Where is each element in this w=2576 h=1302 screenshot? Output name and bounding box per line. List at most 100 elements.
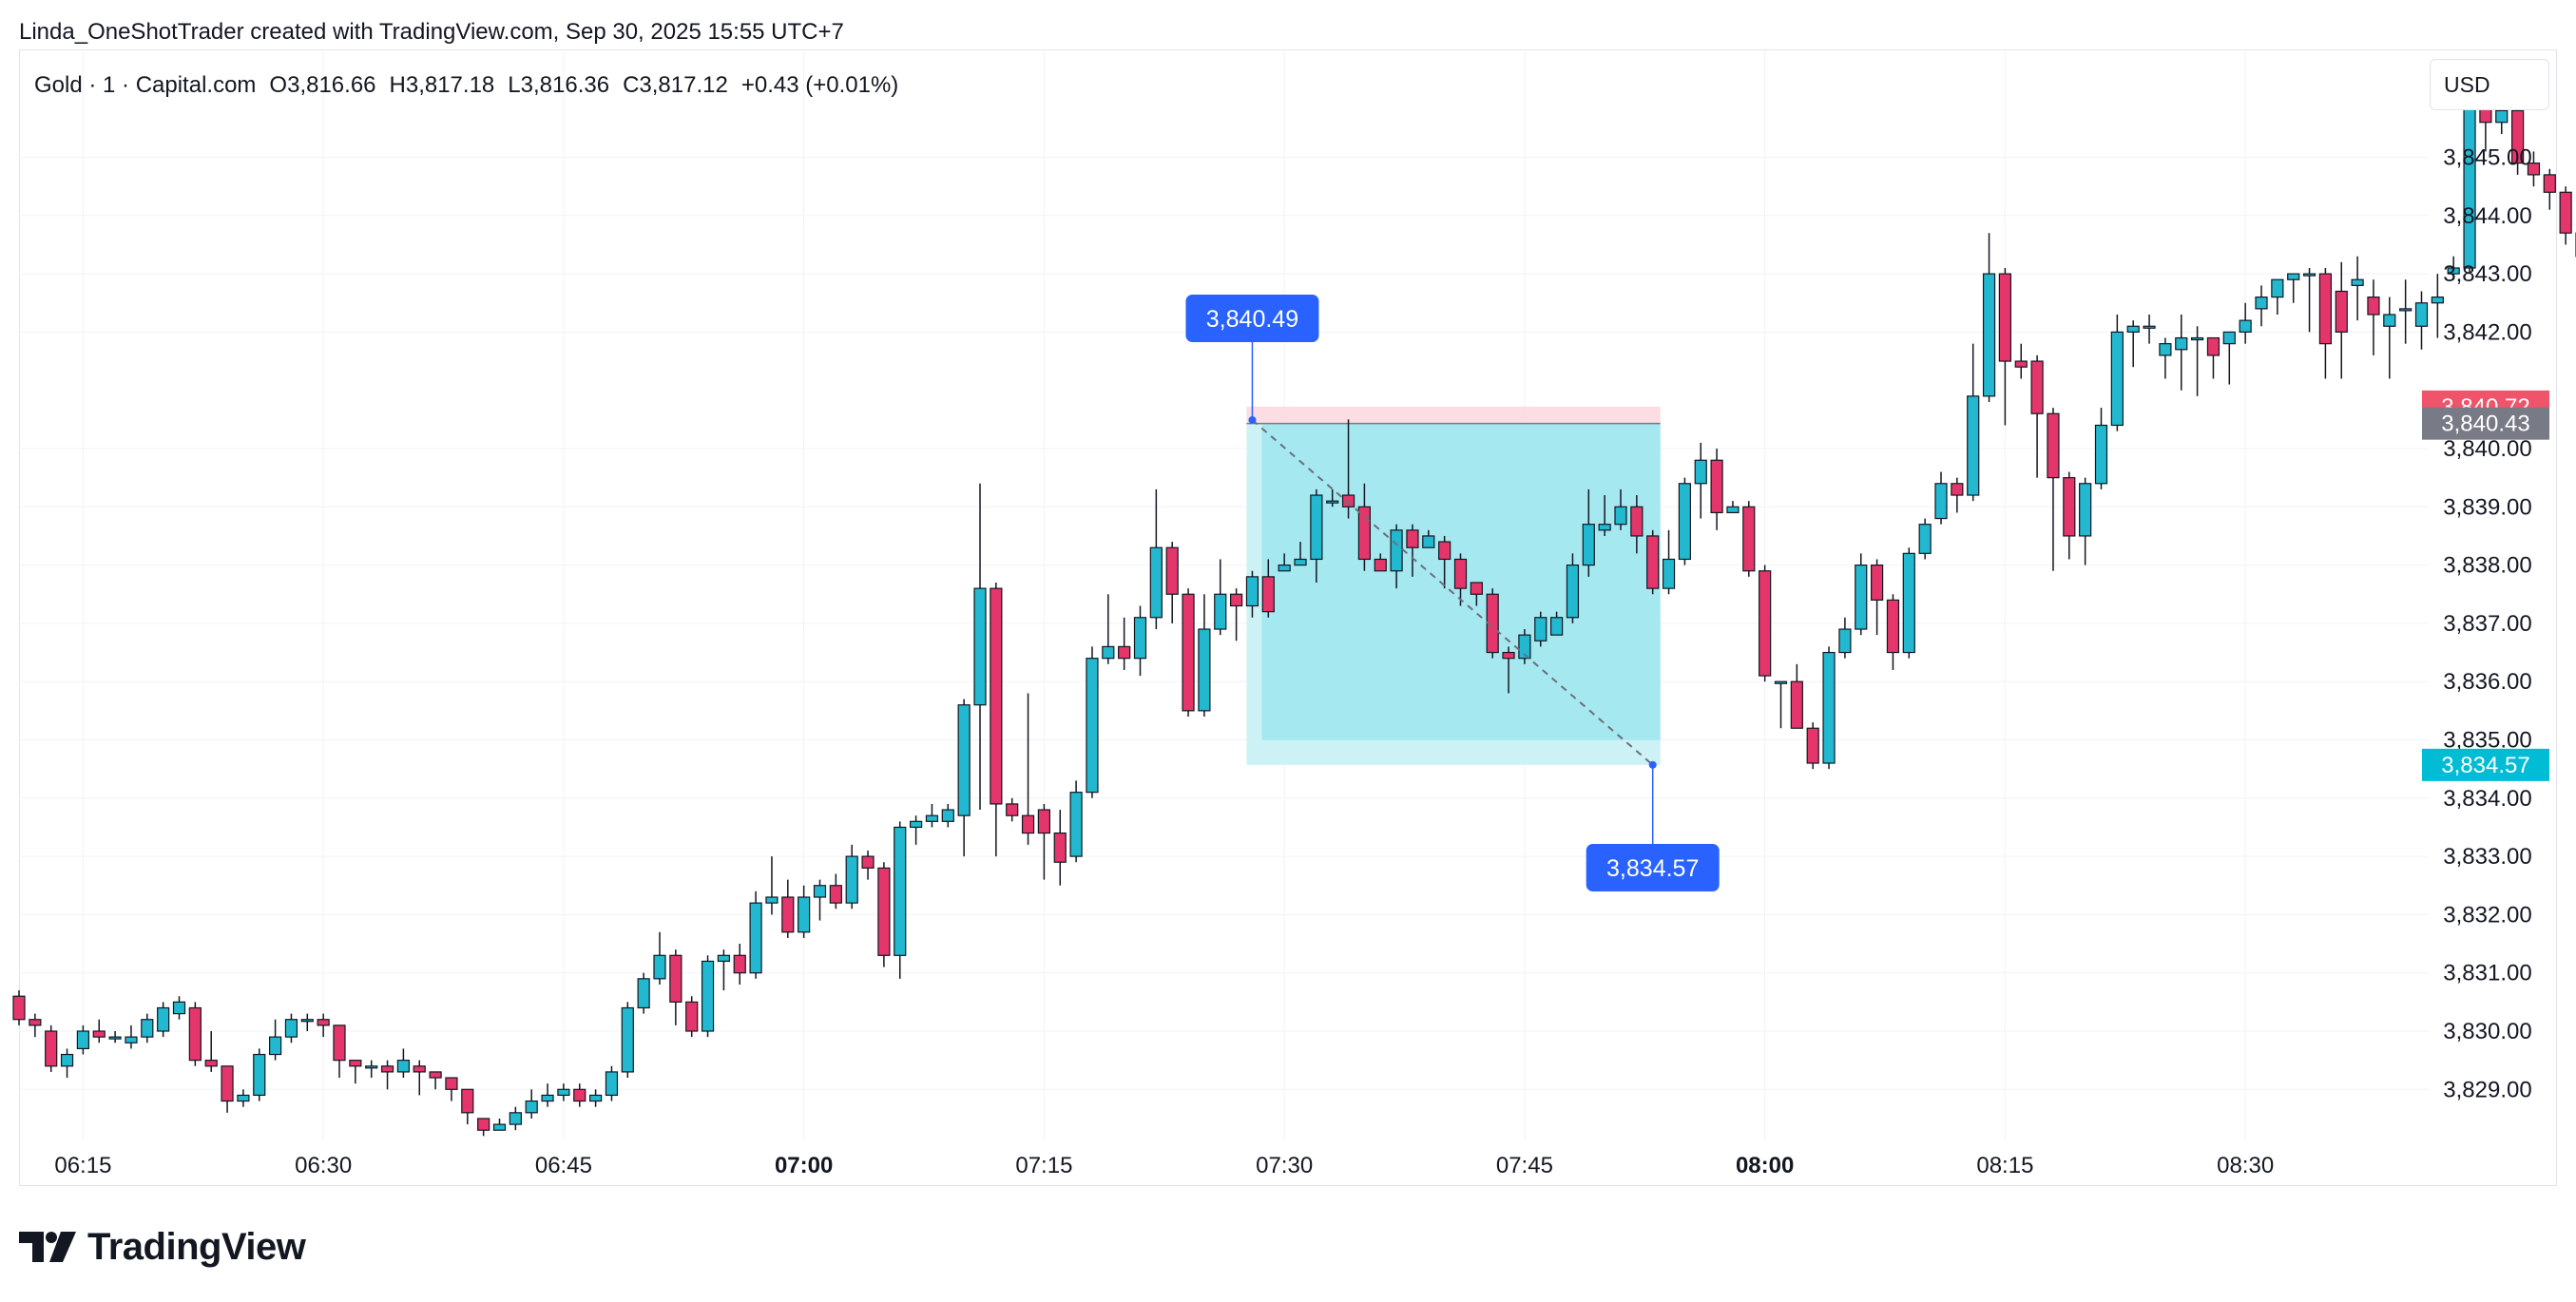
candle (1214, 559, 1227, 636)
candle (2143, 315, 2156, 344)
candle-body (1710, 459, 1723, 514)
tradingview-logo[interactable]: TradingView (19, 1226, 306, 1268)
candle (429, 1071, 442, 1090)
y-axis-tick-label: 3,844.00 (2443, 203, 2531, 229)
candle (45, 1024, 58, 1072)
candle-body (1822, 651, 1836, 764)
candle-body (1534, 617, 1548, 641)
candle (957, 699, 971, 857)
price-badge-box (2422, 748, 2549, 781)
y-axis-tick-label: 3,840.00 (2443, 436, 2531, 462)
x-axis-tick-label: 08:00 (1736, 1153, 1794, 1178)
candle (1549, 611, 1564, 636)
chart-frame (19, 49, 2557, 1186)
candle (1182, 588, 1195, 717)
candle-body (957, 704, 971, 816)
tradingview-logo-icon (19, 1232, 76, 1262)
candle (685, 996, 699, 1038)
symbol-label[interactable]: Gold · 1 · Capital.com (34, 72, 257, 98)
candle (829, 873, 842, 909)
candle-body (300, 1019, 314, 1023)
candle (60, 1048, 74, 1079)
candle (2383, 297, 2396, 379)
candle-body (1566, 564, 1580, 619)
candle (1870, 559, 1884, 636)
candle-body (894, 826, 907, 956)
candle (941, 803, 954, 828)
candle (2255, 285, 2268, 327)
price-badge-label: 3,840.43 (2441, 412, 2529, 437)
x-axis-tick-label: 06:15 (54, 1153, 111, 1178)
candle (877, 862, 891, 967)
candle-body (798, 896, 811, 933)
x-axis-tick-label: 08:30 (2217, 1153, 2274, 1178)
candle-body (1214, 593, 1227, 630)
candle-body (2191, 336, 2204, 341)
candle (108, 1031, 122, 1044)
candle-body (1069, 792, 1083, 857)
candle-body (1245, 576, 1259, 607)
candle (1198, 594, 1211, 717)
candle-body (1694, 459, 1707, 485)
candle (1245, 570, 1259, 618)
candle (92, 1019, 106, 1044)
candle (1951, 477, 1964, 513)
candle (76, 1024, 90, 1055)
candle-body (60, 1053, 74, 1067)
candle (765, 856, 779, 915)
candle-body (2030, 360, 2044, 414)
y-axis-tick-label: 3,837.00 (2443, 611, 2531, 637)
candle (2543, 168, 2556, 210)
candle (2014, 343, 2028, 379)
candle (1822, 646, 1836, 770)
candle-body (765, 896, 779, 904)
candle-body (1182, 593, 1195, 712)
candle-body (2527, 163, 2541, 176)
candle-body (2271, 278, 2284, 298)
candle (284, 1013, 298, 1044)
candle (1486, 588, 1499, 659)
candle-body (2175, 336, 2188, 351)
candle-body (1598, 524, 1611, 531)
currency-button[interactable]: USD (2430, 59, 2549, 110)
candle (1502, 646, 1515, 694)
candle-body (2447, 267, 2460, 275)
candle (990, 582, 1003, 857)
candle (1774, 680, 1788, 729)
candle (1021, 693, 1035, 845)
candle-body (1453, 558, 1468, 589)
candle (365, 1060, 378, 1079)
candle (1229, 588, 1243, 641)
candle (1278, 553, 1291, 572)
stop-zone (1246, 406, 1661, 424)
candle (1614, 488, 1627, 530)
candle-body (1518, 634, 1531, 660)
candle-body (477, 1118, 490, 1131)
candle-body (2222, 331, 2236, 345)
candle (541, 1083, 554, 1107)
candle (1053, 810, 1067, 886)
y-axis-tick-label: 3,830.00 (2443, 1019, 2531, 1044)
candle (1326, 488, 1339, 507)
candle (349, 1060, 362, 1084)
candle (2511, 105, 2525, 175)
candle-body (1870, 564, 1884, 601)
candle (29, 1013, 42, 1038)
candle (1470, 582, 1483, 606)
candle-body (1261, 576, 1275, 613)
candle (2094, 408, 2108, 489)
candle (2302, 267, 2316, 333)
candle (1165, 542, 1179, 623)
candle-body (2079, 483, 2092, 537)
candle (2527, 151, 2541, 187)
x-axis-tick-label: 06:45 (535, 1153, 592, 1178)
y-axis-tick-label: 3,843.00 (2443, 261, 2531, 287)
attribution-text: Linda_OneShotTrader created with Trading… (19, 19, 844, 45)
candle-body (2383, 314, 2396, 327)
candle-body (1406, 529, 1419, 548)
candle-body (1341, 494, 1355, 507)
y-axis-tick-label: 3,836.00 (2443, 669, 2531, 695)
candle-body (829, 885, 842, 904)
candle (2431, 274, 2444, 338)
